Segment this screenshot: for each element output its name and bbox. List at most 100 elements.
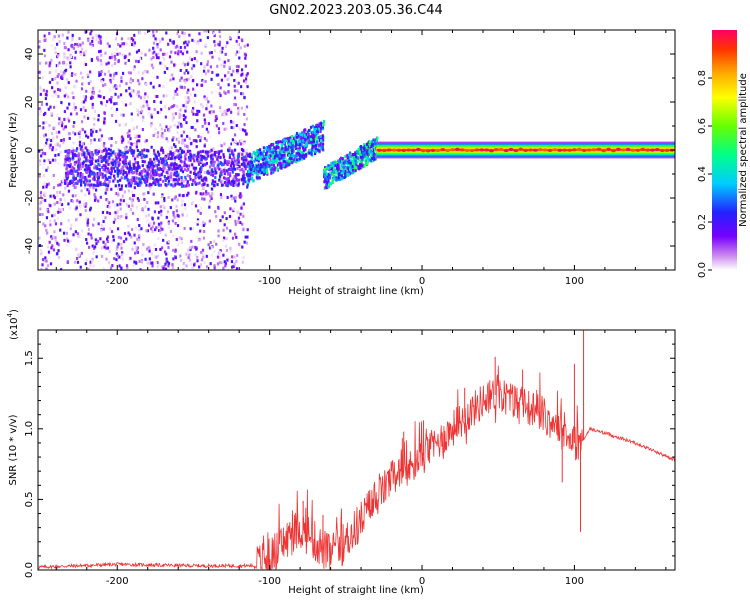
spectrogram-cell [222,228,225,232]
spectrogram-cell [354,169,357,173]
spectrogram-cell [117,95,120,99]
spectrogram-cell [186,91,189,95]
spectrogram-cell [331,164,335,168]
spectrogram-cell [135,249,138,253]
spectrogram-cell [149,261,152,265]
spectrogram-cell [135,171,138,175]
spectrogram-cell [321,134,324,138]
spectrogram-cell [106,42,109,46]
spectrogram-cell [227,160,231,164]
spectrogram-cell [69,65,72,69]
spectrogram-cell [373,156,376,160]
spectrogram-cell [144,53,147,57]
spectrogram-cell [45,267,48,270]
spectrogram-cell [122,138,125,142]
spectrogram-carrier-peak [401,148,407,152]
spectrogram-cell [76,199,79,203]
spectrogram-cell [319,146,323,150]
spectrogram-cell [200,168,203,172]
spectrogram-cell [113,72,116,76]
spectrogram-cell [184,40,187,44]
spectrogram-cell [136,246,139,250]
spectrogram-cell [210,110,213,114]
spectrogram-cell [316,132,319,136]
spectrogram-cell [99,59,102,63]
spectrogram-cell [99,39,102,43]
spectrogram-cell [68,164,72,168]
spectrogram-cell [324,174,327,178]
spectrogram-cell [57,122,61,126]
spectrogram-cell [82,100,85,104]
spectrogram-cell [101,175,104,179]
spectrogram-cell [48,146,51,150]
spectrogram-cell [182,114,185,118]
spectrogram-cell [340,174,343,178]
spectrogram-cell [186,248,190,252]
spectrogram-cell [187,40,190,44]
spectrogram-cell [197,162,201,166]
spectrogram-cell [265,165,268,169]
spectrogram-cell [104,180,107,184]
spectrogram-cell [246,235,249,239]
spectrogram-cell [313,149,316,153]
spectrogram-cell [134,181,137,185]
spectrogram-cell [286,146,289,150]
spectrogram-cell [84,193,87,197]
spectrogram-cell [148,182,152,186]
spectrogram-cell [144,205,147,209]
spectrogram-cell [187,158,190,162]
spectrogram-cell [256,169,259,173]
spectrogram-cell [164,183,167,187]
spectrogram-cell [56,252,59,256]
spectrogram-cell [146,219,149,223]
spectrogram-cell [120,246,123,250]
spectrogram-cell [134,177,137,181]
spectrogram-cell [131,211,135,215]
spectrogram-cell [227,176,230,180]
spectrogram-cell [187,250,190,254]
spectrogram-cell [124,162,128,166]
spectrogram-cell [205,138,208,142]
spectrogram-cell [192,64,196,68]
spectrogram-cell [211,253,214,257]
spectrogram-cell [294,135,297,139]
spectrogram-cell [171,138,174,142]
spectrogram-cell [322,120,326,124]
spectrogram-cell [359,148,362,152]
spectrogram-ytick-label: 0 [24,147,35,153]
spectrogram-cell [204,72,208,76]
spectrogram-cell [191,109,194,113]
spectrogram-cell [229,229,232,233]
spectrogram-cell [120,37,124,41]
spectrogram-cell [307,132,310,136]
spectrogram-cell [188,156,191,160]
spectrogram-cell [62,74,65,78]
spectrogram-cell [162,204,165,208]
spectrogram-cell [90,128,93,132]
spectrogram-cell [63,110,66,114]
spectrogram-cell [309,125,313,129]
spectrogram-cell [71,33,74,37]
spectrogram-cell [89,163,92,167]
spectrogram-cell [71,199,74,203]
spectrogram-cell [279,140,282,144]
spectrogram-cell [135,205,139,209]
spectrogram-cell [243,142,246,146]
spectrogram-cell [177,121,180,125]
spectrogram-cell [342,163,345,167]
spectrogram-cell [240,206,243,210]
spectrogram-cell [73,162,77,166]
spectrogram-cell [242,163,246,167]
spectrogram-cell [300,151,303,155]
spectrogram-cell [109,98,113,102]
spectrogram-cell [128,181,131,185]
spectrogram-cell [202,179,205,183]
spectrogram-cell [150,145,153,149]
spectrogram-cell [110,53,114,57]
spectrogram-cell [44,224,47,228]
spectrogram-cell [244,107,247,111]
spectrogram-cell [183,184,187,188]
spectrogram-cell [58,130,61,134]
spectrogram-cell [242,256,245,260]
spectrogram-cell [120,242,123,246]
